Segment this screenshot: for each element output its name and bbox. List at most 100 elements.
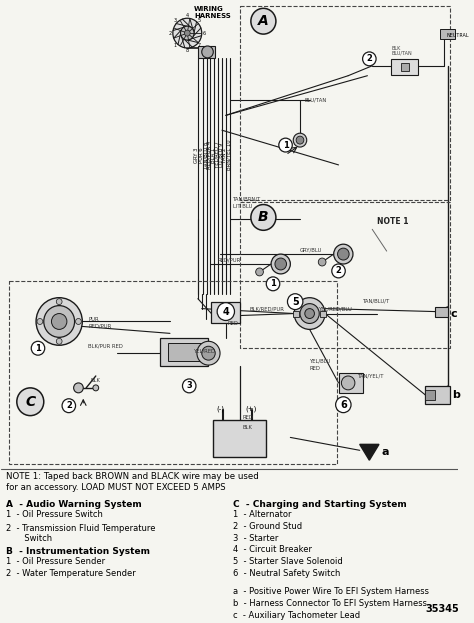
Text: 4: 4	[186, 12, 189, 18]
Circle shape	[251, 204, 276, 231]
Circle shape	[75, 318, 82, 325]
Circle shape	[332, 264, 345, 278]
Text: 6: 6	[340, 400, 346, 410]
Text: BLU/TAN: BLU/TAN	[305, 98, 327, 103]
Polygon shape	[360, 444, 379, 460]
Text: 1: 1	[283, 141, 289, 150]
Text: TAN/BLU/T: TAN/BLU/T	[363, 298, 390, 303]
Bar	[320, 311, 326, 316]
Text: (-): (-)	[216, 406, 224, 412]
Text: 4: 4	[222, 307, 229, 316]
Circle shape	[56, 298, 62, 305]
Circle shape	[37, 318, 43, 325]
Circle shape	[305, 308, 314, 318]
Text: B  - Instrumentation System: B - Instrumentation System	[6, 548, 150, 556]
Text: NOTE 1: Taped back BROWN and BLACK wire may be used
for an accessory. LOAD MUST : NOTE 1: Taped back BROWN and BLACK wire …	[6, 472, 259, 492]
Circle shape	[31, 341, 45, 355]
Text: TAN 2: TAN 2	[222, 147, 228, 163]
Text: 5: 5	[292, 297, 299, 307]
Text: 8: 8	[186, 49, 189, 54]
Text: BLK/RED/PUR: BLK/RED/PUR	[250, 307, 285, 312]
Circle shape	[93, 385, 99, 391]
Text: 5: 5	[198, 18, 201, 23]
Circle shape	[363, 52, 376, 66]
Circle shape	[202, 46, 213, 58]
Text: B: B	[258, 211, 269, 224]
Text: 6  - Neutral Safety Switch: 6 - Neutral Safety Switch	[233, 569, 340, 578]
Text: RED: RED	[228, 321, 238, 326]
Circle shape	[293, 133, 307, 147]
Text: RED/PUR 4: RED/PUR 4	[207, 141, 212, 169]
Text: BLK: BLK	[90, 378, 100, 383]
Text: 2  - Ground Stud: 2 - Ground Stud	[233, 521, 301, 531]
Bar	[9, 281, 337, 464]
Text: NEUTRAL: NEUTRAL	[447, 33, 469, 38]
Circle shape	[255, 268, 264, 276]
Bar	[440, 29, 455, 39]
Circle shape	[300, 303, 319, 323]
Text: b: b	[452, 390, 460, 400]
Text: 1: 1	[35, 344, 41, 353]
Circle shape	[341, 376, 355, 390]
Text: 2: 2	[168, 31, 172, 36]
Bar	[198, 46, 215, 58]
Text: PUR: PUR	[88, 316, 99, 321]
Text: 2  - Transmission Fluid Temperature
       Switch: 2 - Transmission Fluid Temperature Switc…	[6, 524, 155, 543]
Bar	[435, 307, 448, 316]
Text: 2: 2	[336, 267, 341, 275]
Circle shape	[184, 30, 190, 36]
Circle shape	[271, 254, 291, 274]
Bar	[425, 386, 450, 404]
Text: C  - Charging and Starting System: C - Charging and Starting System	[233, 500, 406, 509]
Circle shape	[251, 8, 276, 34]
Text: GRY 3: GRY 3	[194, 147, 200, 163]
Circle shape	[266, 277, 280, 291]
Bar	[401, 63, 409, 71]
Text: 7: 7	[198, 43, 201, 48]
Circle shape	[296, 136, 304, 144]
Text: YEL/BLU: YEL/BLU	[310, 358, 331, 363]
Circle shape	[202, 346, 215, 360]
Text: PUR 6: PUR 6	[199, 147, 204, 163]
Bar	[293, 311, 299, 316]
Circle shape	[287, 293, 303, 310]
Circle shape	[36, 298, 82, 345]
Circle shape	[275, 258, 286, 270]
Text: A  - Audio Warning System: A - Audio Warning System	[6, 500, 142, 509]
Circle shape	[336, 397, 351, 412]
Text: TAN/BLU 8: TAN/BLU 8	[203, 141, 208, 169]
Bar	[211, 302, 240, 323]
Circle shape	[294, 298, 325, 330]
Text: RED: RED	[310, 366, 320, 371]
Circle shape	[217, 303, 235, 320]
Text: YEL/RED 7: YEL/RED 7	[215, 141, 219, 168]
Text: WIRING
HARNESS: WIRING HARNESS	[194, 6, 231, 19]
Text: TAN/BRN/T: TAN/BRN/T	[233, 197, 261, 202]
Text: c  - Auxiliary Tachometer Lead: c - Auxiliary Tachometer Lead	[233, 611, 360, 620]
Text: 3  - Starter: 3 - Starter	[233, 533, 278, 543]
Bar	[213, 419, 266, 457]
Bar	[240, 202, 450, 348]
Circle shape	[279, 138, 292, 152]
Text: c: c	[450, 308, 457, 318]
Text: BLU/TAN: BLU/TAN	[392, 51, 412, 56]
Circle shape	[181, 26, 194, 40]
Text: 2: 2	[366, 54, 372, 64]
Text: BLK/PUR RED: BLK/PUR RED	[88, 343, 123, 348]
Text: 1  - Alternator: 1 - Alternator	[233, 510, 291, 519]
Text: BRN/YEL 10: BRN/YEL 10	[226, 140, 231, 170]
Circle shape	[197, 341, 220, 365]
Bar	[240, 6, 450, 199]
Bar	[425, 390, 435, 400]
Text: LIT BLU 9: LIT BLU 9	[219, 143, 224, 167]
Text: C: C	[25, 395, 36, 409]
Text: A: A	[258, 14, 269, 28]
Circle shape	[17, 388, 44, 416]
Text: 2  - Water Temperature Sender: 2 - Water Temperature Sender	[6, 569, 136, 578]
Circle shape	[52, 313, 67, 330]
Text: YEL/RED/BLU: YEL/RED/BLU	[319, 307, 353, 312]
Circle shape	[73, 383, 83, 393]
Text: 1  - Oil Pressure Sender: 1 - Oil Pressure Sender	[6, 558, 105, 566]
Bar	[338, 373, 363, 393]
Text: BLK: BLK	[242, 424, 252, 429]
